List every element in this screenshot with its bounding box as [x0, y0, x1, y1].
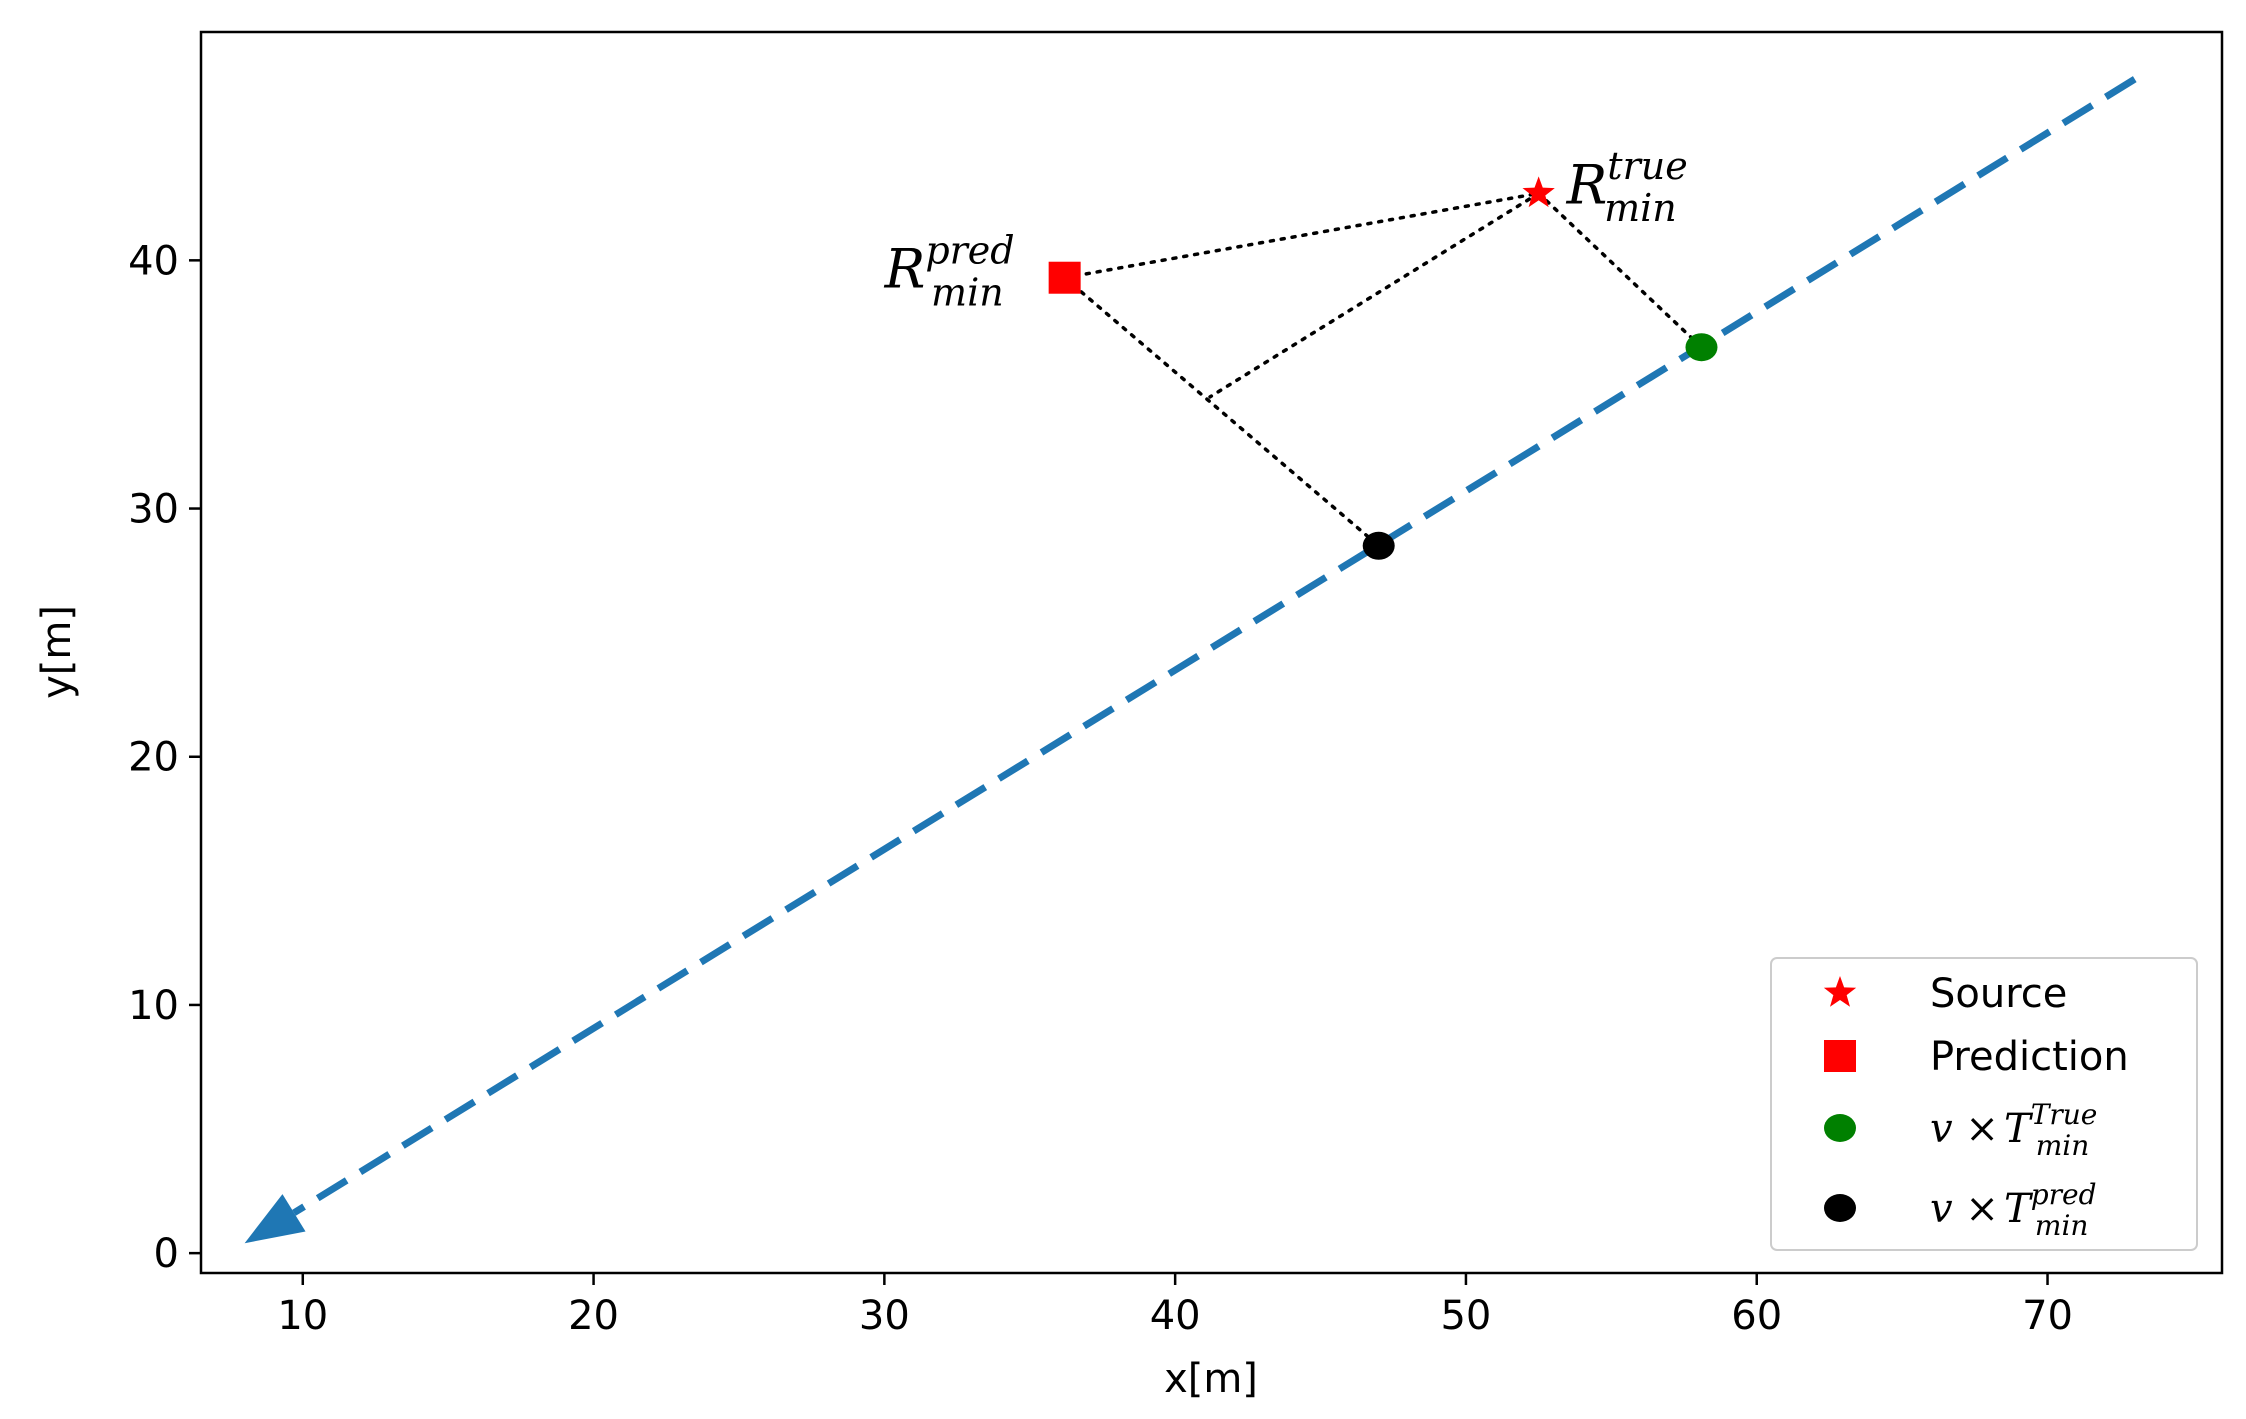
x-tick-label: 70 — [2022, 1293, 2073, 1339]
plot-frame — [199, 30, 2224, 1275]
connector-line — [1536, 191, 1704, 349]
legend-box — [1770, 957, 2198, 1251]
y-tick-label: 40 — [128, 238, 179, 284]
legend-label-source: Source — [1930, 971, 2067, 1017]
source-point — [1522, 176, 1555, 208]
true-closest-point — [1685, 333, 1718, 362]
legend-marker-prediction — [1824, 1040, 1856, 1072]
svg-text:v ×: v × — [1930, 1106, 1999, 1152]
y-axis-label: y[m] — [34, 605, 80, 699]
y-tick-label: 20 — [128, 735, 179, 781]
x-tick-label: 40 — [1150, 1293, 1201, 1339]
x-tick-label: 50 — [1440, 1293, 1491, 1339]
trajectory-line — [292, 76, 2137, 1216]
pred-closest-point — [1362, 531, 1395, 560]
y-tick-label: 30 — [128, 487, 179, 533]
y-tick-label: 10 — [128, 983, 179, 1029]
x-tick-label: 30 — [859, 1293, 910, 1339]
legend-marker-source — [1823, 976, 1857, 1007]
r-true-annotation: Rtrue min — [1566, 144, 1688, 230]
ticks-layer: 10 20 30 40 50 60 70 0 10 20 30 40 — [128, 238, 2073, 1339]
legend-label-prediction: Prediction — [1930, 1034, 2129, 1080]
trajectory-arrowhead — [244, 1194, 306, 1244]
x-tick-label: 10 — [277, 1293, 328, 1339]
r-pred-annotation: Rpred min — [884, 228, 1015, 314]
connector-line — [1062, 191, 1541, 280]
y-tick-label: 0 — [154, 1231, 179, 1277]
x-axis-label: x[m] — [1164, 1356, 1258, 1402]
svg-text:v ×: v × — [1930, 1186, 1999, 1232]
prediction-point — [1048, 261, 1081, 294]
legend-label-pred: v × Tpred min — [1930, 1178, 2097, 1242]
x-tick-label: 60 — [1731, 1293, 1782, 1339]
legend-label-true: v × TTrue min — [1930, 1098, 2097, 1162]
connector-line — [1062, 275, 1381, 548]
x-tick-label: 20 — [568, 1293, 619, 1339]
data-layer: Rpred min Rtrue min — [244, 76, 2137, 1244]
legend-marker-pred — [1824, 1194, 1856, 1222]
legend-marker-true — [1824, 1114, 1856, 1142]
axes-border — [199, 30, 2224, 1275]
connector-line — [1208, 191, 1541, 399]
